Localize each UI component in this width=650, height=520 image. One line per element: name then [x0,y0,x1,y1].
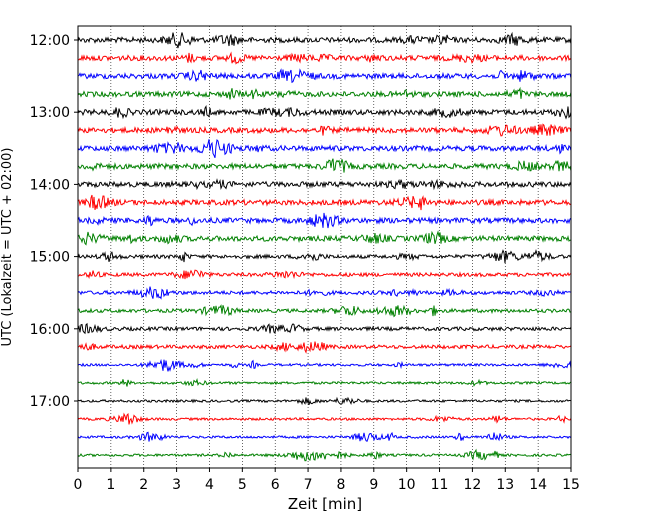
y-tick-label: 12:00 [30,33,70,49]
x-tick-label: 6 [271,477,280,493]
x-tick-label: 14 [529,477,547,493]
seismogram-trace [77,322,572,335]
y-axis-label: UTC (Lokalzeit = UTC + 02:00) [0,148,15,347]
plot-background [78,26,571,468]
seismogram-trace [77,123,572,137]
seismogram-traces [77,31,572,462]
y-tick-label: 15:00 [30,250,70,266]
seismogram-trace [77,178,572,191]
x-tick-label: 7 [304,477,313,493]
seismogram-trace [77,286,571,300]
y-tick-label: 14:00 [30,177,70,193]
seismogram-trace [77,249,572,264]
x-tick-label: 11 [431,477,449,493]
y-axis-ticks: 12:00 13:00 14:00 15:00 16:00 17:00 [30,33,78,410]
x-tick-label: 0 [74,477,83,493]
seismogram-trace [77,230,572,246]
seismogram-trace [77,31,572,49]
seismogram-trace [77,86,572,100]
x-tick-label: 13 [496,477,514,493]
seismogram-trace [77,139,572,159]
x-tick-label: 1 [106,477,115,493]
seismogram-trace [77,105,572,120]
seismogram-trace [77,304,572,318]
x-tick-label: 2 [139,477,148,493]
seismogram-trace [77,358,572,372]
x-tick-label: 3 [172,477,181,493]
x-tick-label: 8 [336,477,345,493]
seismogram-trace [77,68,572,84]
seismogram-trace [77,378,572,387]
seismogram-trace [77,269,572,280]
y-tick-label: 17:00 [30,394,70,410]
seismogram-trace [77,158,572,173]
x-tick-label: 5 [238,477,247,493]
plot-frame [77,25,572,469]
y-tick-label: 13:00 [30,105,70,121]
seismogram-trace [77,194,572,211]
x-tick-label: 15 [562,477,580,493]
seismogram-trace [77,212,572,229]
x-tick-label: 4 [205,477,214,493]
seismogram-trace [77,341,572,354]
x-tick-label: 9 [369,477,378,493]
x-axis-ticks: 0 1 2 3 4 5 6 7 8 9 10 11 12 13 14 15 [74,468,580,493]
seismogram-trace [77,51,572,65]
y-tick-label: 16:00 [30,322,70,338]
seismogram-trace [77,396,572,406]
seismogram-trace [77,412,572,425]
seismogram-trace [77,448,572,462]
x-axis-label: Zeit [min] [288,495,362,513]
x-tick-label: 12 [463,477,481,493]
x-tick-label: 10 [398,477,416,493]
seismogram-trace [77,431,572,443]
